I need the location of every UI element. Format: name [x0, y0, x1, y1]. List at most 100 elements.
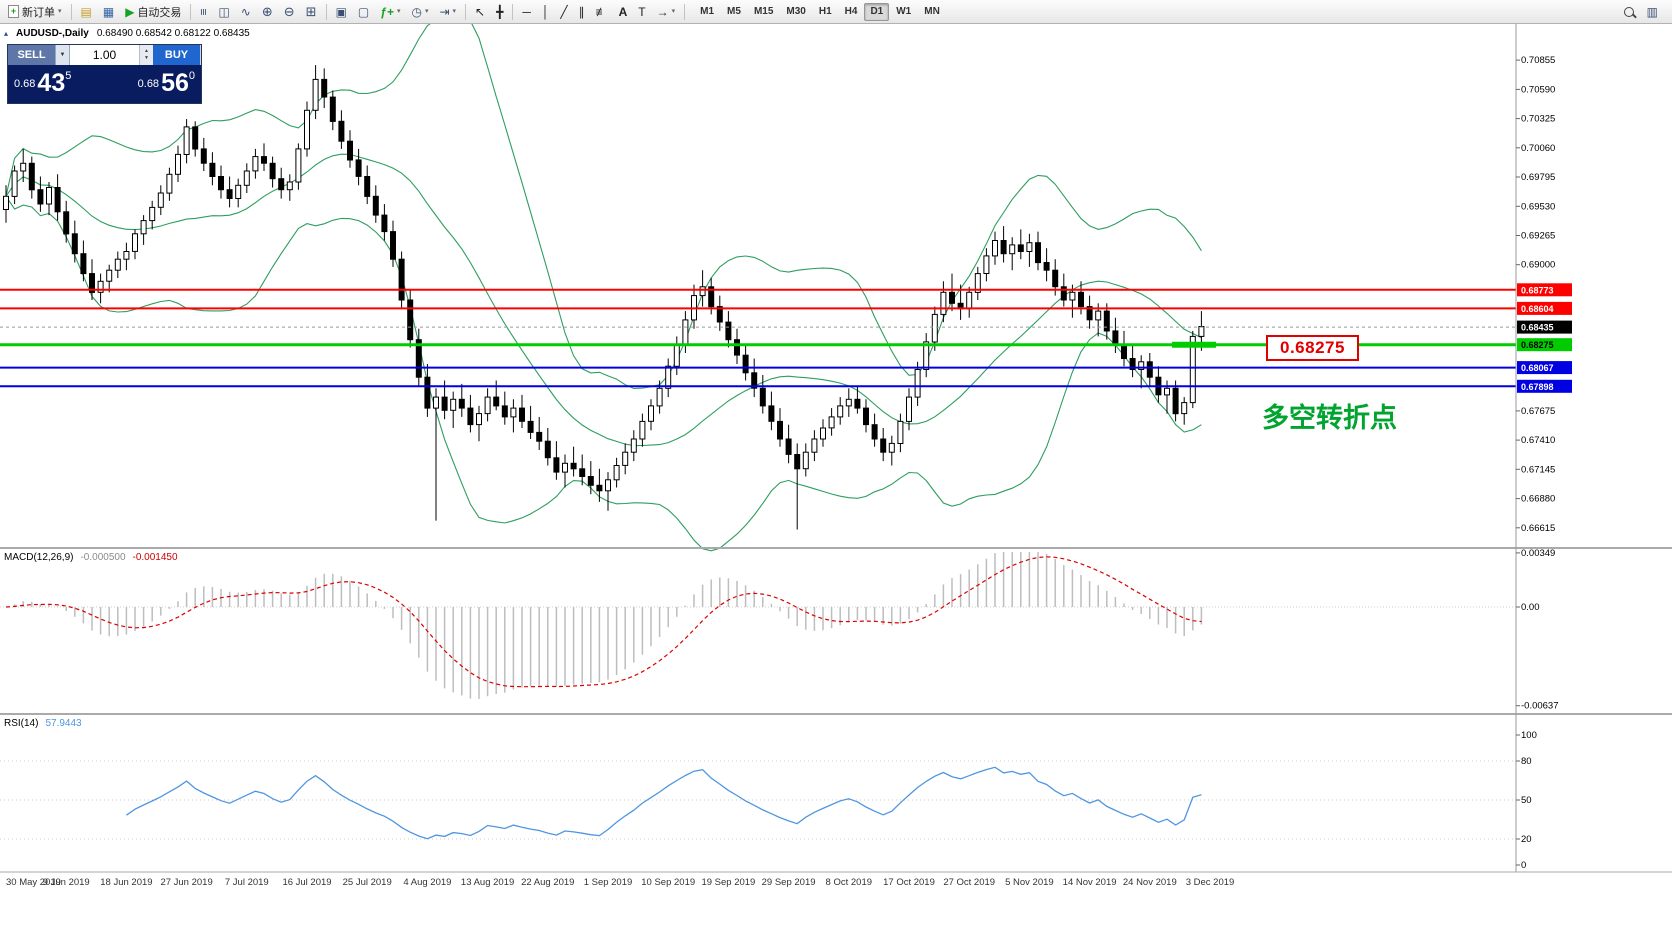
- chevron-down-icon: ▾: [424, 8, 429, 15]
- candlesticks: [3, 65, 1205, 530]
- svg-text:3 Dec 2019: 3 Dec 2019: [1186, 877, 1235, 888]
- svg-text:0.69265: 0.69265: [1521, 231, 1555, 242]
- svg-text:0.00349: 0.00349: [1521, 548, 1555, 559]
- svg-text:0.70060: 0.70060: [1521, 143, 1555, 154]
- autotrading-button[interactable]: ▶ 自动交易: [120, 2, 186, 22]
- market-watch-icon: ▦: [102, 4, 115, 19]
- chevron-down-icon: ▾: [58, 8, 62, 15]
- buy-button[interactable]: BUY: [153, 45, 200, 65]
- rsi-value: 57.9443: [45, 718, 82, 729]
- svg-text:24 Nov 2019: 24 Nov 2019: [1123, 877, 1177, 888]
- order-type-dropdown[interactable]: ▼: [55, 45, 69, 65]
- toolbar-separator: [465, 3, 467, 20]
- label-tool-button[interactable]: T: [633, 2, 650, 22]
- timeframe-button-m15[interactable]: M15: [748, 3, 779, 21]
- candlestick-chart-button[interactable]: ◫: [213, 2, 234, 22]
- zoom-out-icon: ⊖: [283, 4, 295, 19]
- chevron-down-icon: ▾: [671, 8, 676, 15]
- horizontal-line-button[interactable]: ─: [517, 2, 536, 22]
- svg-text:0.68773: 0.68773: [1521, 285, 1554, 295]
- buy-price-pip: 0: [188, 70, 195, 82]
- timeframe-button-h1[interactable]: H1: [813, 3, 838, 21]
- periods-icon: ◷: [411, 4, 422, 19]
- svg-text:0.68067: 0.68067: [1521, 363, 1554, 373]
- bollinger-lower-band: [5, 195, 1202, 552]
- trendline-icon: ╱: [560, 4, 568, 19]
- svg-text:10 Sep 2019: 10 Sep 2019: [641, 877, 695, 888]
- fibonacci-button[interactable]: ≢: [591, 2, 613, 22]
- stepper-up-icon[interactable]: ▲: [144, 48, 149, 54]
- vertical-line-icon: │: [541, 4, 550, 19]
- one-click-toggle-icon[interactable]: ▴: [4, 29, 9, 38]
- macd-histogram: [13, 552, 1203, 699]
- price-chart-canvas[interactable]: 0.70855 0.70590 0.70325 0.70060 0.69795 0.695…: [0, 24, 1672, 943]
- profiles-icon: ▤: [80, 4, 92, 19]
- buy-price[interactable]: 0.68 56 0: [138, 67, 195, 101]
- timeframe-button-w1[interactable]: W1: [890, 3, 917, 21]
- sell-price-base: 0.68: [14, 78, 36, 90]
- sell-button[interactable]: SELL: [8, 45, 55, 65]
- timeframe-button-m30[interactable]: M30: [780, 3, 811, 21]
- toolbar-separator: [70, 3, 72, 20]
- volume-stepper[interactable]: ▲ ▼: [139, 45, 153, 65]
- arrows-tool-button[interactable]: → ▾: [652, 2, 681, 22]
- svg-text:50: 50: [1521, 795, 1532, 806]
- vertical-line-button[interactable]: │: [537, 2, 555, 22]
- text-tool-button[interactable]: A: [614, 2, 633, 22]
- panels-icon: ▥: [1646, 4, 1658, 19]
- indicators-button[interactable]: ƒ+ ▾: [375, 2, 405, 22]
- channel-icon: ∥: [578, 4, 585, 19]
- svg-text:1 Sep 2019: 1 Sep 2019: [584, 877, 633, 888]
- stepper-down-icon[interactable]: ▼: [144, 55, 149, 61]
- fibonacci-icon: ≢: [595, 4, 608, 19]
- templates-button[interactable]: ⇥ ▾: [434, 2, 461, 22]
- svg-text:0.70855: 0.70855: [1521, 55, 1555, 66]
- line-chart-button[interactable]: ∿: [236, 2, 256, 22]
- svg-text:8 Oct 2019: 8 Oct 2019: [826, 877, 872, 888]
- svg-text:16 Jul 2019: 16 Jul 2019: [282, 877, 331, 888]
- zoom-in-button[interactable]: ⊕: [257, 2, 278, 22]
- panels-button[interactable]: ▥: [1642, 2, 1663, 22]
- tile-windows-icon: ⊞: [305, 4, 317, 19]
- turning-point-annotation: 多空转折点: [1262, 403, 1397, 433]
- sell-price[interactable]: 0.68 43 5: [14, 67, 71, 101]
- tile-windows-button[interactable]: ⊞: [301, 2, 322, 22]
- crosshair-button[interactable]: ╋: [491, 2, 508, 22]
- svg-text:20: 20: [1521, 834, 1532, 845]
- channel-button[interactable]: ∥: [574, 2, 590, 22]
- svg-text:0.66880: 0.66880: [1521, 494, 1555, 505]
- svg-text:27 Oct 2019: 27 Oct 2019: [943, 877, 995, 888]
- new-order-button[interactable]: + 新订单 ▾: [3, 2, 67, 22]
- search-icon: [1623, 6, 1634, 17]
- chart-header: ▴ AUDUSD-,Daily 0.68490 0.68542 0.68122 …: [4, 28, 250, 39]
- svg-text:4 Aug 2019: 4 Aug 2019: [403, 877, 451, 888]
- timeframe-button-h4[interactable]: H4: [839, 3, 864, 21]
- svg-text:0.69530: 0.69530: [1521, 201, 1555, 212]
- svg-text:27 Jun 2019: 27 Jun 2019: [160, 877, 212, 888]
- market-watch-button[interactable]: ▦: [98, 2, 119, 22]
- svg-text:0.69000: 0.69000: [1521, 260, 1555, 271]
- volume-input[interactable]: [69, 45, 139, 65]
- zoom-in-icon: ⊕: [261, 4, 273, 19]
- arrows-tool-icon: →: [656, 4, 669, 19]
- crosshair-icon: ╋: [496, 4, 504, 19]
- cascade-windows-button[interactable]: ▣: [331, 2, 352, 22]
- cursor-button[interactable]: ↖: [470, 2, 490, 22]
- svg-text:0.67145: 0.67145: [1521, 464, 1555, 475]
- timeframe-button-d1[interactable]: D1: [864, 2, 890, 21]
- bar-chart-icon: ≡: [196, 7, 211, 16]
- svg-text:22 Aug 2019: 22 Aug 2019: [521, 877, 574, 888]
- arrange-windows-button[interactable]: ▢: [353, 2, 374, 22]
- timeframe-button-m5[interactable]: M5: [721, 3, 747, 21]
- chevron-down-icon: ▾: [452, 8, 457, 15]
- zoom-out-button[interactable]: ⊖: [279, 2, 300, 22]
- timeframe-button-m1[interactable]: M1: [694, 3, 720, 21]
- bar-chart-button[interactable]: ≡: [195, 2, 212, 22]
- timeframe-button-mn[interactable]: MN: [918, 3, 946, 21]
- cascade-windows-icon: ▣: [335, 4, 347, 19]
- macd-main-value: -0.000500: [80, 552, 126, 563]
- profiles-button[interactable]: ▤: [76, 2, 97, 22]
- trendline-button[interactable]: ╱: [555, 2, 572, 22]
- search-button[interactable]: [1619, 2, 1639, 22]
- periods-button[interactable]: ◷ ▾: [406, 2, 433, 22]
